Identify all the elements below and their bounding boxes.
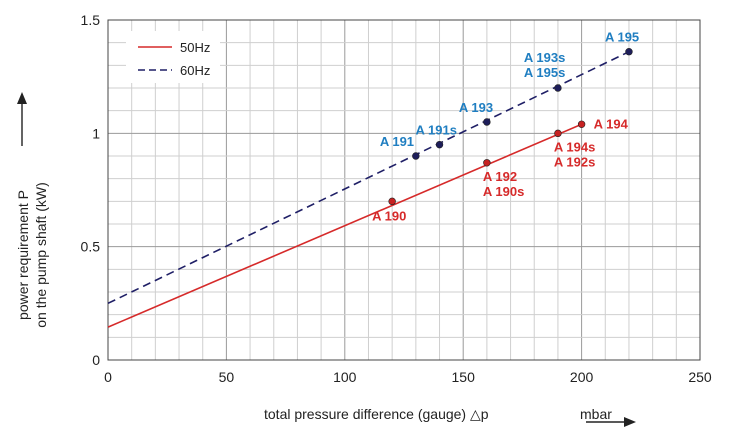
- point-label: A 194s: [554, 139, 595, 154]
- x-tick-label: 50: [219, 369, 235, 385]
- y-axis-label-line2: on the pump shaft (kW): [33, 182, 49, 328]
- y-axis-title: power requirement P on the pump shaft (k…: [15, 92, 49, 328]
- point-label: A 192s: [554, 154, 595, 169]
- data-point-60hz: [483, 118, 491, 126]
- plot-frame: [107, 19, 701, 361]
- x-axis-unit: mbar: [580, 406, 612, 422]
- point-label: A 191s: [416, 123, 457, 138]
- series-points: [388, 48, 633, 206]
- legend-label-50hz: 50Hz: [180, 40, 210, 55]
- series-line-60hz: [107, 51, 630, 305]
- x-tick-label: 250: [688, 369, 712, 385]
- point-label: A 191: [380, 134, 414, 149]
- data-point-60hz: [435, 140, 444, 149]
- data-point-50hz: [554, 129, 562, 138]
- point-label: A 192: [483, 169, 517, 184]
- grid: [107, 19, 701, 361]
- x-axis-title: total pressure difference (gauge) △p mba…: [264, 406, 636, 427]
- y-axis-label-line1: power requirement P: [15, 190, 31, 320]
- point-label: A 194: [594, 116, 629, 131]
- y-tick-labels: 0 0.5 1 1.5: [81, 12, 101, 368]
- point-label: A 193s: [524, 50, 565, 65]
- y-tick-label: 1.5: [81, 12, 101, 28]
- x-tick-label: 100: [333, 369, 357, 385]
- series-lines: [107, 51, 630, 328]
- x-tick-labels: 0 50 100 150 200 250: [104, 369, 712, 385]
- x-axis-arrow-head: [624, 417, 636, 427]
- x-axis-label: total pressure difference (gauge) △p: [264, 406, 489, 422]
- data-point-60hz: [412, 152, 420, 160]
- data-point-50hz: [483, 159, 491, 167]
- legend: 50Hz 60Hz: [126, 31, 220, 83]
- point-label: A 195s: [524, 65, 565, 80]
- x-tick-label: 0: [104, 369, 112, 385]
- legend-label-60hz: 60Hz: [180, 63, 210, 78]
- data-point-50hz: [388, 197, 396, 206]
- point-label: A 193: [459, 100, 493, 115]
- y-tick-label: 1: [92, 125, 100, 141]
- data-point-50hz: [577, 120, 586, 128]
- data-point-60hz: [625, 48, 633, 56]
- point-label: A 195: [605, 30, 639, 45]
- series-line-50hz: [107, 123, 582, 328]
- x-tick-label: 150: [452, 369, 476, 385]
- legend-box: [126, 31, 220, 83]
- y-tick-label: 0: [92, 352, 100, 368]
- y-axis-arrow-head: [17, 92, 27, 104]
- x-tick-label: 200: [570, 369, 594, 385]
- y-tick-label: 0.5: [81, 239, 101, 255]
- point-label: A 190: [372, 208, 406, 223]
- data-point-60hz: [554, 84, 562, 92]
- point-label: A 190s: [483, 184, 524, 199]
